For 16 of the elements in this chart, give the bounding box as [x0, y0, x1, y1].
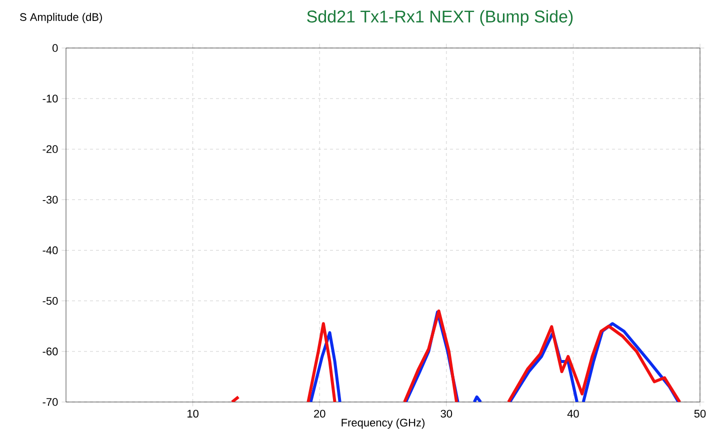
y-tick-label: -70 — [42, 398, 58, 406]
y-tick-label: 0 — [52, 44, 58, 52]
y-tick-label: -60 — [42, 348, 58, 356]
x-tick-label: 50 — [694, 410, 706, 418]
x-tick-label: 30 — [440, 410, 452, 418]
y-tick-label: -20 — [42, 145, 58, 154]
y-axis-title: S Amplitude (dB) — [20, 12, 102, 24]
x-tick-label: 40 — [567, 410, 579, 418]
y-tick-label: -40 — [42, 246, 58, 254]
x-axis-title: Frequency (GHz) — [342, 418, 424, 429]
chart-title: Sdd21 Tx1-Rx1 NEXT (Bump Side) — [307, 10, 573, 26]
y-tick-label: -10 — [42, 94, 58, 102]
y-tick-label: -50 — [42, 296, 58, 305]
x-tick-label: 20 — [314, 410, 326, 418]
y-tick-label: -30 — [42, 196, 58, 204]
x-tick-label: 10 — [188, 410, 198, 418]
